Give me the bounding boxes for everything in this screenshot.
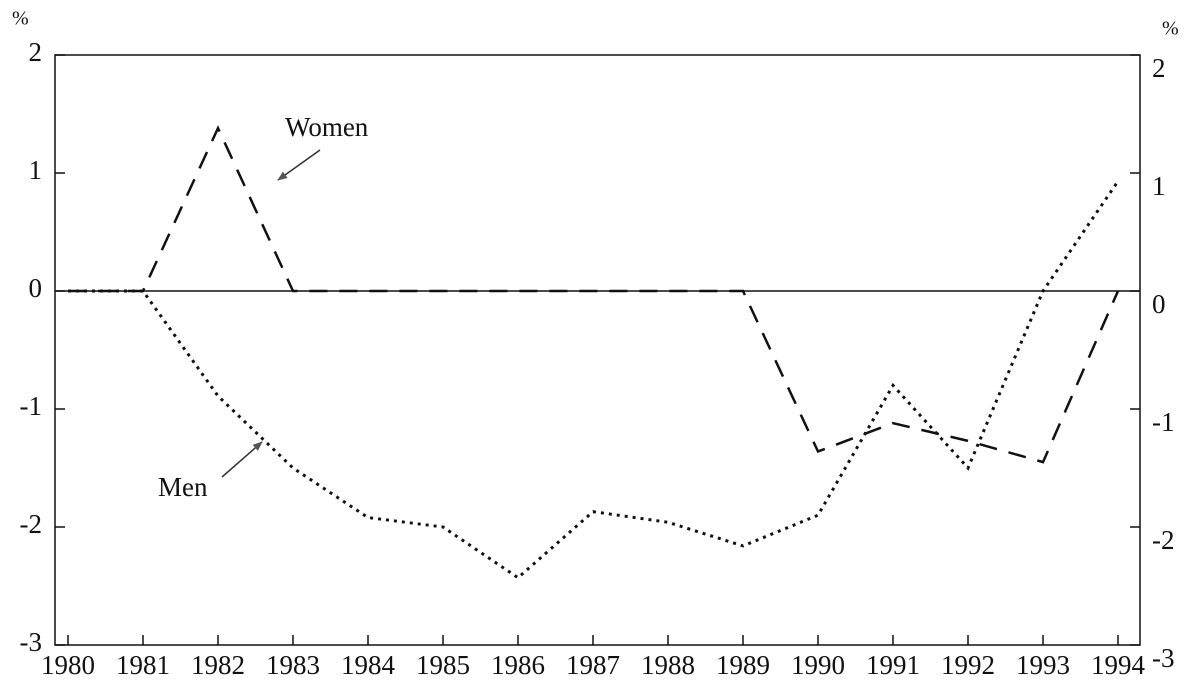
x-tick-label: 1992 bbox=[941, 650, 995, 680]
x-tick-label: 1989 bbox=[716, 650, 770, 680]
y2-tick-label: -3 bbox=[1152, 643, 1175, 673]
x-tick-label: 1980 bbox=[41, 650, 95, 680]
x-tick-label: 1983 bbox=[266, 650, 320, 680]
y2-tick-label: 2 bbox=[1152, 53, 1166, 83]
x-tick-label: 1985 bbox=[416, 650, 470, 680]
y-tick-label: -2 bbox=[20, 509, 43, 539]
y-axis-label: % bbox=[12, 8, 29, 30]
annotation-arrow bbox=[221, 441, 263, 478]
x-tick-label: 1981 bbox=[116, 650, 170, 680]
x-tick-label: 1993 bbox=[1016, 650, 1070, 680]
annotation-men: Men bbox=[158, 472, 208, 502]
series-line bbox=[68, 125, 1120, 464]
y-tick-label: -3 bbox=[20, 627, 43, 657]
x-tick-label: 1984 bbox=[341, 650, 396, 680]
y2-tick-label: -1 bbox=[1152, 407, 1175, 437]
x-tick-label: 1987 bbox=[566, 650, 620, 680]
x-tick-label: 1991 bbox=[866, 650, 920, 680]
x-tick-label: 1982 bbox=[191, 650, 245, 680]
y-tick-label: 0 bbox=[29, 273, 43, 303]
x-tick-label: 1990 bbox=[791, 650, 845, 680]
y-tick-label: 2 bbox=[29, 37, 43, 67]
series-line bbox=[68, 180, 1120, 580]
y2-tick-label: 0 bbox=[1152, 289, 1166, 319]
y2-axis-label: % bbox=[1162, 18, 1179, 40]
y2-tick-label: -2 bbox=[1152, 525, 1175, 555]
annotation-women: Women bbox=[285, 112, 369, 142]
y-tick-label: 1 bbox=[29, 155, 43, 185]
x-tick-label: 1988 bbox=[641, 650, 695, 680]
y2-tick-label: 1 bbox=[1152, 171, 1166, 201]
x-tick-label: 1994 bbox=[1091, 650, 1146, 680]
x-tick-label: 1986 bbox=[491, 650, 545, 680]
y-tick-label: -1 bbox=[20, 391, 43, 421]
plot-frame bbox=[54, 54, 1141, 646]
annotation-arrow bbox=[277, 149, 321, 181]
